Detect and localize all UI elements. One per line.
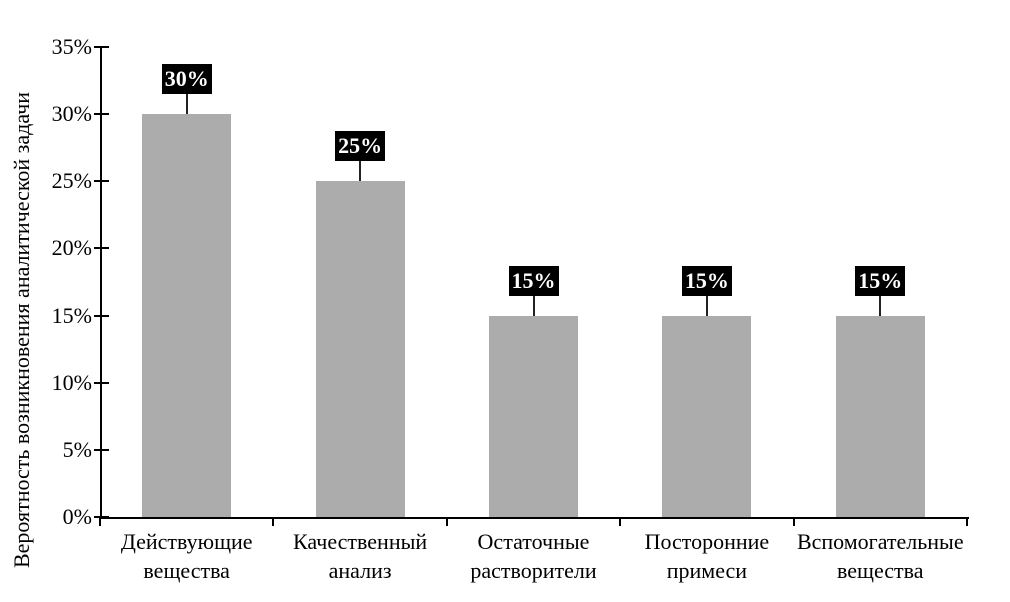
bar-value-label: 25% xyxy=(335,131,386,162)
x-category-label-line: Действующие xyxy=(120,529,253,554)
x-axis-tick xyxy=(99,517,101,526)
bar xyxy=(835,315,925,517)
x-category-label-line: Качественный xyxy=(293,529,428,554)
x-category-label-line: анализ xyxy=(328,558,392,583)
y-axis-tick xyxy=(94,314,109,317)
bar xyxy=(315,181,405,517)
y-axis-tick-label: 35% xyxy=(51,34,92,59)
y-axis-tick xyxy=(94,46,109,48)
label-connector-line xyxy=(879,295,882,316)
label-connector-line xyxy=(705,295,708,316)
x-category-label-line: вещества xyxy=(143,558,230,583)
x-category-label: Посторонние примеси xyxy=(622,527,791,585)
y-axis-tick-label: 30% xyxy=(51,101,92,127)
y-axis-tick-label: 25% xyxy=(51,168,92,194)
y-axis-tick xyxy=(94,247,109,250)
y-axis-tick xyxy=(94,180,109,183)
bar xyxy=(142,114,232,517)
x-axis-line xyxy=(100,517,969,519)
y-axis-tick-label: 0% xyxy=(62,504,92,529)
bar-value-label: 30% xyxy=(161,64,212,95)
x-category-label-line: Вспомогательные xyxy=(796,529,964,554)
x-axis-tick xyxy=(792,517,795,526)
x-category-label: Действующие вещества xyxy=(102,527,271,585)
x-axis-tick xyxy=(445,517,448,526)
y-axis-tick xyxy=(94,516,109,518)
y-axis-tick-label: 15% xyxy=(51,302,92,328)
label-connector-line xyxy=(532,295,535,316)
y-axis-tick-label: 10% xyxy=(51,369,92,395)
x-axis-tick xyxy=(966,517,968,526)
y-axis-tick xyxy=(94,381,109,384)
bar xyxy=(662,315,752,517)
x-category-label-line: вещества xyxy=(837,558,924,583)
y-axis-line xyxy=(100,47,102,519)
label-connector-line xyxy=(185,94,188,115)
bar-value-label: 15% xyxy=(681,265,732,296)
x-category-label-line: примеси xyxy=(666,558,748,583)
x-category-label-line: Остаточные xyxy=(477,529,590,554)
y-axis-tick xyxy=(94,448,109,451)
bar xyxy=(489,315,578,517)
x-axis-tick xyxy=(272,517,275,526)
x-category-label: Качественный анализ xyxy=(275,527,444,585)
x-category-label: Вспомогательные вещества xyxy=(796,527,965,585)
label-connector-line xyxy=(359,161,362,182)
bar-value-label: 15% xyxy=(855,265,906,296)
y-axis-tick-label: 20% xyxy=(51,235,92,261)
x-category-label: Остаточные растворители xyxy=(449,527,618,585)
y-axis-title: Вероятность возникновения аналитической … xyxy=(9,91,34,569)
y-axis-tick-label: 5% xyxy=(62,436,92,462)
x-category-label-line: растворители xyxy=(470,558,597,583)
x-axis-tick xyxy=(619,517,622,526)
bar-value-label: 15% xyxy=(508,265,559,296)
x-category-label-line: Посторонние xyxy=(644,529,770,554)
y-axis-tick xyxy=(94,113,109,116)
